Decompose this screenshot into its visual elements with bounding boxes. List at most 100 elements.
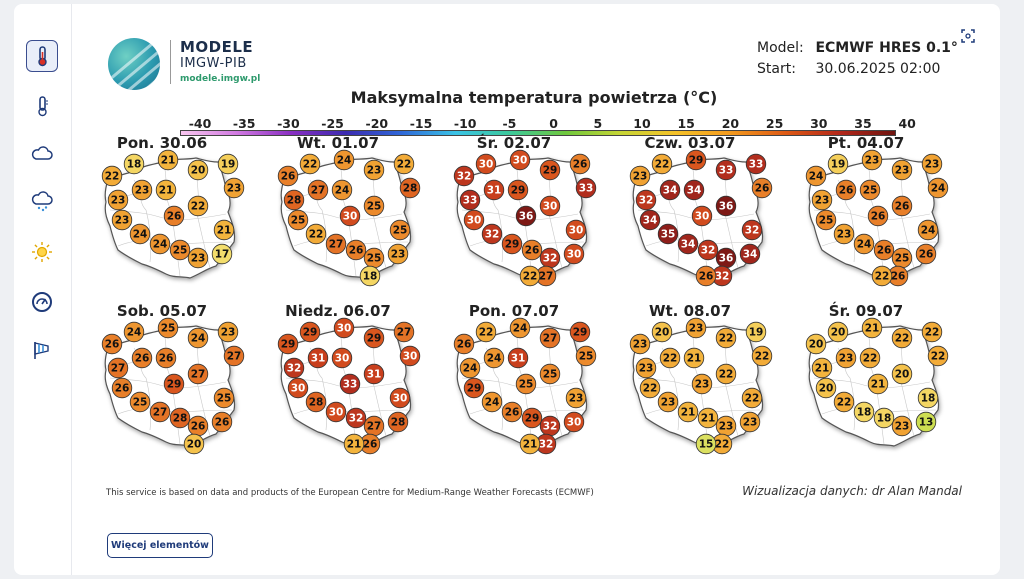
temperature-value: 30 [543,201,558,213]
temperature-value: 30 [393,393,408,405]
temperature-marker: 34 [683,179,705,201]
temperature-circle [211,243,233,265]
model-value: ECMWF HRES 0.1° [815,40,958,56]
temperature-value: 15 [699,439,714,451]
sidebar-button-cloud[interactable] [26,138,58,170]
temperature-marker: 30 [565,219,587,241]
colorbar-tick: -30 [277,116,300,131]
temperature-circle [827,153,849,175]
temperature-circle [345,407,367,429]
temperature-marker: 26 [277,165,299,187]
temperature-marker: 30 [333,317,355,339]
temperature-circle [751,177,773,199]
temperature-circle [305,223,327,245]
temperature-circle [507,347,529,369]
colorbar-tick: 15 [677,116,695,131]
temperature-value: 26 [215,417,230,429]
ecmwf-note: This service is based on data and produc… [106,488,594,498]
temperature-circle [639,209,661,231]
temperature-marker: 30 [563,411,585,433]
sidebar-button-thermometer[interactable] [26,90,58,122]
temperature-marker: 23 [685,317,707,339]
visualization-credit: Wizualizacja danych: dr Alan Mandal [742,484,962,498]
sidebar-button-windsock[interactable] [26,334,58,366]
temperature-marker: 30 [691,205,713,227]
temperature-marker: 32 [697,239,719,261]
temperature-circle [333,317,355,339]
temperature-value: 34 [681,239,696,251]
temperature-marker: 26 [101,333,123,355]
temperature-value: 32 [485,229,500,241]
temperature-marker: 32 [635,189,657,211]
temperature-circle [163,205,185,227]
fullscreen-button[interactable] [958,26,978,46]
temperature-circle [187,247,209,269]
temperature-circle [277,333,299,355]
temperature-marker: 30 [563,243,585,265]
temperature-value: 24 [487,353,502,365]
temperature-marker: 21 [519,433,541,455]
colorbar-tick: 20 [721,116,740,131]
temperature-marker: 33 [745,153,767,175]
temperature-marker: 22 [833,391,855,413]
temperature-value: 27 [539,271,554,283]
temperature-value: 29 [467,383,482,395]
temperature-value: 24 [127,327,142,339]
temperature-marker: 23 [223,177,245,199]
temperature-value: 26 [755,183,770,195]
temperature-circle [389,387,411,409]
temperature-circle [187,363,209,385]
temperature-marker: 31 [307,347,329,369]
temperature-value: 30 [291,383,306,395]
temperature-value: 25 [543,369,558,381]
temperature-marker: 23 [111,209,133,231]
temperature-circle [835,179,857,201]
imgw-logo-mark [108,38,160,90]
temperature-marker: 18 [123,153,145,175]
temperature-value: 26 [699,271,714,283]
temperature-circle [635,189,657,211]
temperature-circle [217,321,239,343]
temperature-marker: 27 [187,363,209,385]
temperature-value: 21 [217,225,232,237]
temperature-circle [363,195,385,217]
model-label: Model: [757,40,804,56]
temperature-marker: 22 [891,327,913,349]
temperature-value: 21 [701,413,716,425]
sidebar-button-gauge[interactable] [26,286,58,318]
temperature-value: 29 [573,327,588,339]
day-label: Czw. 03.07 [644,134,736,152]
temperature-circle [187,327,209,349]
temperature-marker: 32 [741,219,763,241]
temperature-value: 22 [863,353,878,365]
colorbar-tick: 5 [593,116,603,131]
temperature-marker: 22 [927,345,949,367]
temperature-circle [387,243,409,265]
temperature-marker: 24 [927,177,949,199]
temperature-value: 23 [839,353,854,365]
temperature-marker: 36 [715,247,737,269]
sidebar-button-rain-cloud[interactable] [26,186,58,218]
temperature-marker: 21 [213,219,235,241]
temperature-marker: 32 [539,415,561,437]
temperature-value: 28 [403,183,418,195]
sidebar-button-thermometer-alert[interactable] [26,40,58,72]
temperature-marker: 24 [481,391,503,413]
temperature-circle [363,363,385,385]
temperature-circle [111,209,133,231]
more-elements-button[interactable]: Więcej elementów [107,533,213,558]
temperature-marker: 27 [307,179,329,201]
temperature-value: 31 [511,353,526,365]
temperature-circle [101,165,123,187]
temperature-marker: 24 [149,233,171,255]
temperature-value: 29 [525,413,540,425]
sidebar-button-sun[interactable] [26,236,58,268]
temperature-circle [129,223,151,245]
temperature-marker: 28 [387,411,409,433]
temperature-circle [659,179,681,201]
voivodeship-border [849,377,856,431]
temperature-marker: 25 [363,247,385,269]
temperature-circle [539,159,561,181]
temperature-circle [459,189,481,211]
temperature-marker: 25 [157,317,179,339]
